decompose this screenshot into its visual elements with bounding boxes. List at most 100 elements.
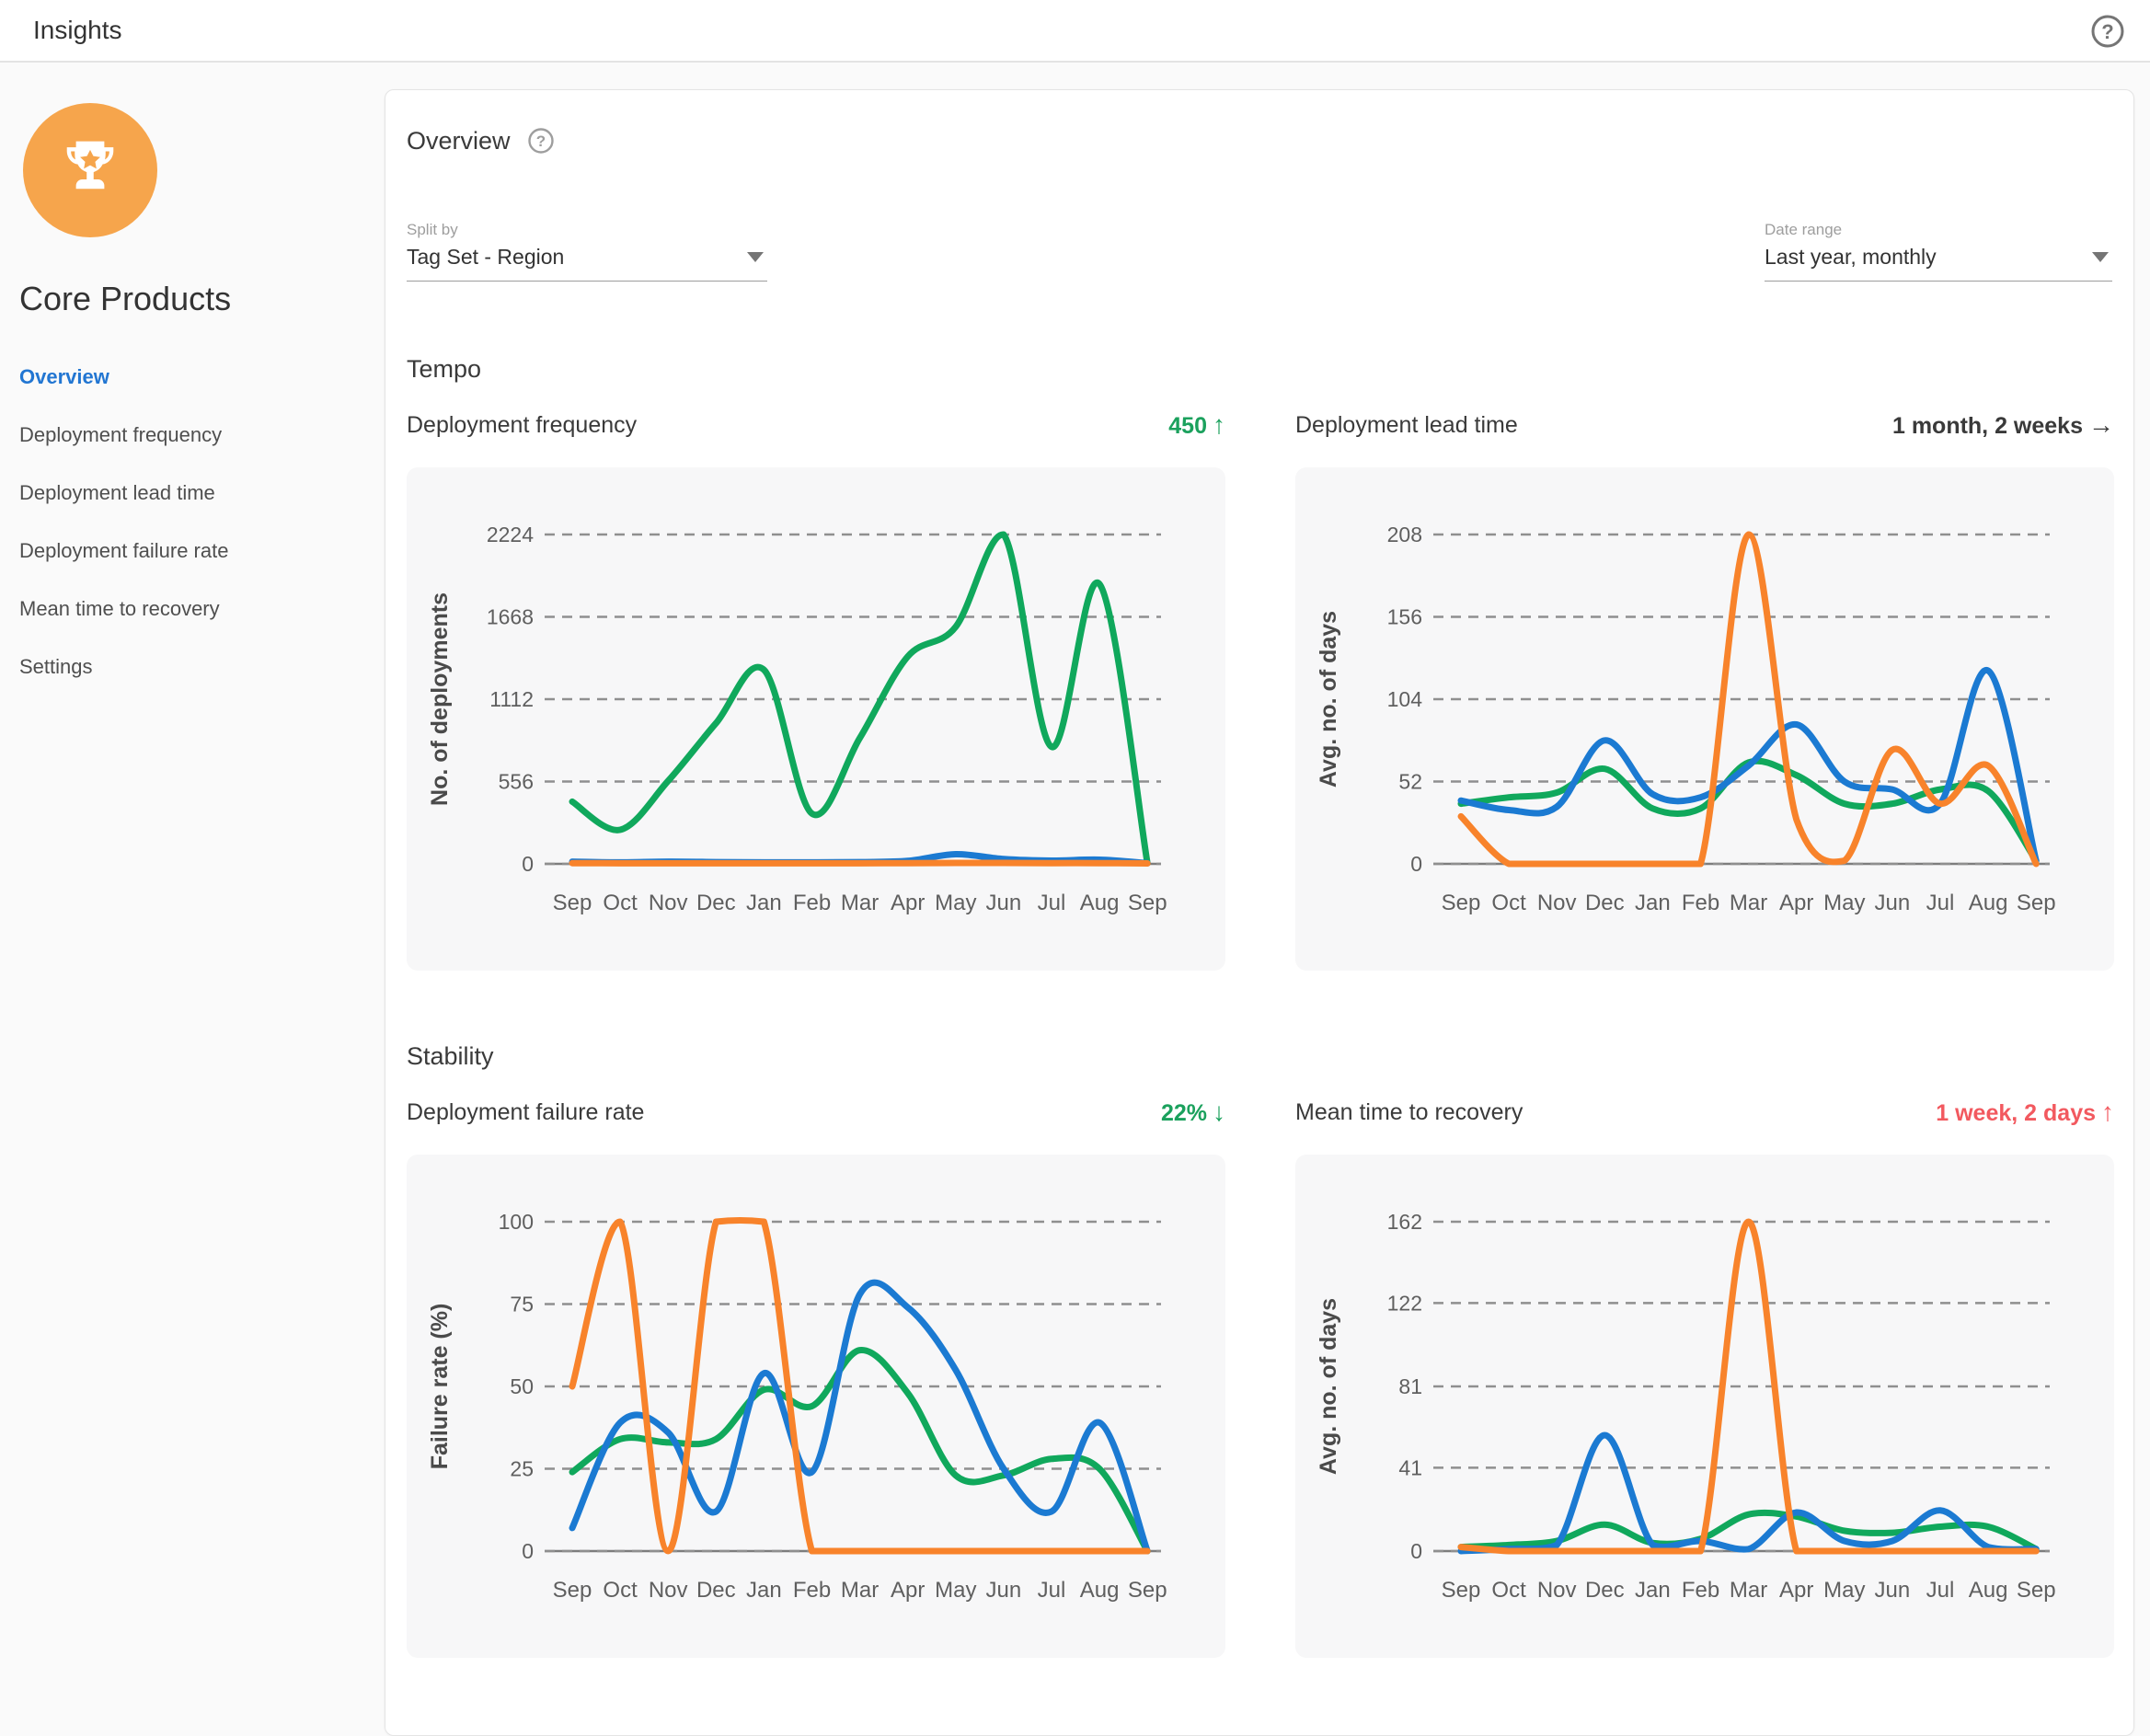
svg-text:2224: 2224: [487, 523, 534, 546]
svg-text:Jul: Jul: [1926, 891, 1955, 915]
svg-text:May: May: [1823, 1578, 1865, 1603]
line-chart: 052104156208SepOctNovDecJanFebMarAprMayJ…: [1295, 467, 2114, 971]
svg-text:0: 0: [1410, 852, 1422, 876]
page-title: Insights: [33, 0, 122, 61]
svg-text:Sep: Sep: [1128, 891, 1167, 915]
top-bar: Insights ?: [0, 0, 2150, 63]
svg-text:100: 100: [499, 1210, 534, 1234]
svg-text:Sep: Sep: [1128, 1578, 1167, 1603]
svg-text:Failure rate (%): Failure rate (%): [427, 1304, 453, 1470]
svg-text:Avg. no. of days: Avg. no. of days: [1316, 1298, 1341, 1475]
svg-text:May: May: [935, 1578, 976, 1603]
svg-text:Aug: Aug: [1080, 1578, 1120, 1603]
svg-text:Dec: Dec: [1585, 1578, 1625, 1603]
svg-text:Feb: Feb: [793, 891, 831, 915]
sidebar-item-deployment-frequency[interactable]: Deployment frequency: [0, 406, 385, 464]
section-title-stability: Stability: [407, 1042, 2112, 1074]
metric-deployment-frequency[interactable]: 450↑: [1168, 410, 1225, 440]
svg-text:Dec: Dec: [696, 891, 736, 915]
svg-text:Oct: Oct: [603, 1578, 638, 1603]
svg-text:156: 156: [1387, 605, 1422, 629]
svg-text:Jan: Jan: [746, 1578, 782, 1603]
svg-text:Jun: Jun: [986, 891, 1022, 915]
sidebar-item-deployment-lead-time[interactable]: Deployment lead time: [0, 464, 385, 522]
split-by-value: Tag Set - Region: [407, 245, 564, 270]
svg-text:Sep: Sep: [1442, 891, 1481, 915]
date-range-select[interactable]: Date range Last year, monthly: [1765, 221, 2112, 282]
chart-title-deployment-frequency: Deployment frequency: [407, 412, 637, 439]
section-title-tempo: Tempo: [407, 355, 2112, 386]
svg-text:Sep: Sep: [1442, 1578, 1481, 1603]
sidebar-nav: Overview Deployment frequency Deployment…: [0, 348, 385, 696]
svg-text:Apr: Apr: [1779, 1578, 1813, 1603]
svg-text:556: 556: [499, 770, 534, 794]
split-by-select[interactable]: Split by Tag Set - Region: [407, 221, 767, 282]
svg-text:Jul: Jul: [1038, 1578, 1066, 1603]
svg-text:Sep: Sep: [553, 891, 592, 915]
svg-text:No. of deployments: No. of deployments: [427, 592, 453, 806]
svg-text:Mar: Mar: [841, 891, 879, 915]
svg-text:Nov: Nov: [649, 891, 688, 915]
help-icon[interactable]: ?: [527, 127, 555, 155]
svg-text:41: 41: [1398, 1455, 1422, 1479]
dashboard-title: Core Products: [19, 280, 385, 318]
sidebar-item-overview[interactable]: Overview: [0, 348, 385, 406]
line-chart: 04181122162SepOctNovDecJanFebMarAprMayJu…: [1295, 1155, 2114, 1658]
trophy-icon: [52, 131, 128, 211]
up-arrow-icon: ↑: [2101, 1098, 2114, 1126]
svg-text:1668: 1668: [487, 605, 534, 629]
svg-text:208: 208: [1387, 523, 1422, 546]
svg-text:Jul: Jul: [1926, 1578, 1955, 1603]
svg-text:?: ?: [535, 132, 545, 150]
svg-text:Aug: Aug: [1969, 891, 2008, 915]
svg-text:0: 0: [522, 852, 534, 876]
chevron-down-icon: [747, 252, 764, 262]
svg-text:Jun: Jun: [986, 1578, 1022, 1603]
chart-deployment-frequency: 0556111216682224SepOctNovDecJanFebMarApr…: [407, 467, 1225, 971]
overview-panel: Overview ? Split by Tag Set - Region Dat…: [385, 89, 2134, 1736]
right-arrow-icon: →: [2088, 410, 2114, 439]
svg-text:104: 104: [1387, 687, 1423, 711]
svg-text:0: 0: [522, 1539, 534, 1563]
svg-text:122: 122: [1387, 1291, 1422, 1315]
svg-text:Feb: Feb: [1682, 891, 1719, 915]
date-range-value: Last year, monthly: [1765, 245, 1937, 270]
svg-text:50: 50: [510, 1374, 534, 1398]
chart-deployment-lead-time: 052104156208SepOctNovDecJanFebMarAprMayJ…: [1295, 467, 2114, 971]
svg-text:Dec: Dec: [1585, 891, 1625, 915]
sidebar-item-mean-time-to-recovery[interactable]: Mean time to recovery: [0, 580, 385, 638]
svg-text:May: May: [935, 891, 976, 915]
metric-deployment-failure-rate[interactable]: 22%↓: [1161, 1098, 1225, 1127]
svg-text:Oct: Oct: [1491, 1578, 1526, 1603]
svg-text:Mar: Mar: [1730, 1578, 1767, 1603]
date-range-label: Date range: [1765, 221, 2112, 239]
metric-deployment-lead-time[interactable]: 1 month, 2 weeks→: [1892, 410, 2114, 440]
up-arrow-icon: ↑: [1213, 410, 1225, 439]
help-icon[interactable]: ?: [2089, 13, 2126, 50]
line-chart: 0255075100SepOctNovDecJanFebMarAprMayJun…: [407, 1155, 1225, 1658]
svg-text:Nov: Nov: [649, 1578, 688, 1603]
metric-mean-time-to-recovery[interactable]: 1 week, 2 days↑: [1936, 1098, 2114, 1127]
svg-text:Sep: Sep: [2017, 1578, 2056, 1603]
svg-text:Jan: Jan: [1635, 891, 1671, 915]
sidebar-item-settings[interactable]: Settings: [0, 638, 385, 696]
svg-text:May: May: [1823, 891, 1865, 915]
svg-text:Mar: Mar: [841, 1578, 879, 1603]
svg-text:162: 162: [1387, 1210, 1422, 1234]
svg-text:Aug: Aug: [1080, 891, 1120, 915]
svg-text:0: 0: [1410, 1539, 1422, 1563]
svg-text:25: 25: [510, 1457, 534, 1481]
svg-text:1112: 1112: [489, 687, 534, 711]
svg-text:Apr: Apr: [891, 891, 925, 915]
chart-title-deployment-failure-rate: Deployment failure rate: [407, 1099, 644, 1126]
svg-text:Sep: Sep: [2017, 891, 2056, 915]
svg-text:Nov: Nov: [1537, 1578, 1577, 1603]
svg-text:Oct: Oct: [1491, 891, 1526, 915]
svg-text:75: 75: [510, 1293, 534, 1316]
sidebar-item-deployment-failure-rate[interactable]: Deployment failure rate: [0, 522, 385, 580]
svg-text:Jun: Jun: [1875, 891, 1911, 915]
svg-text:Sep: Sep: [553, 1578, 592, 1603]
down-arrow-icon: ↓: [1213, 1098, 1225, 1126]
svg-text:Mar: Mar: [1730, 891, 1767, 915]
line-chart: 0556111216682224SepOctNovDecJanFebMarApr…: [407, 467, 1225, 971]
